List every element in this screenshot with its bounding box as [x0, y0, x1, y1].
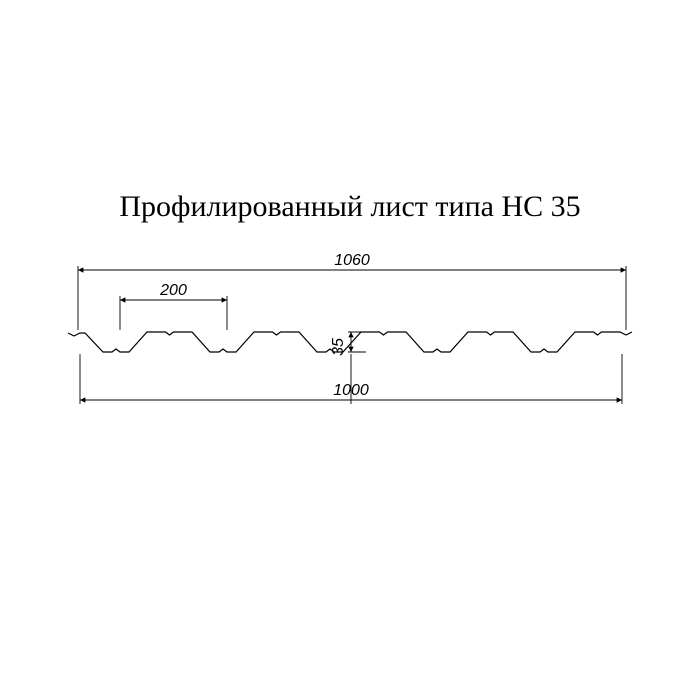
- dim-height: 35: [330, 338, 347, 356]
- profile-outline: [68, 332, 632, 352]
- profile-diagram: 1060 1000 200 35: [0, 0, 700, 700]
- dim-overall-width: 1060: [334, 252, 370, 269]
- dim-pitch: 200: [159, 282, 187, 299]
- dim-working-width: 1000: [333, 382, 369, 399]
